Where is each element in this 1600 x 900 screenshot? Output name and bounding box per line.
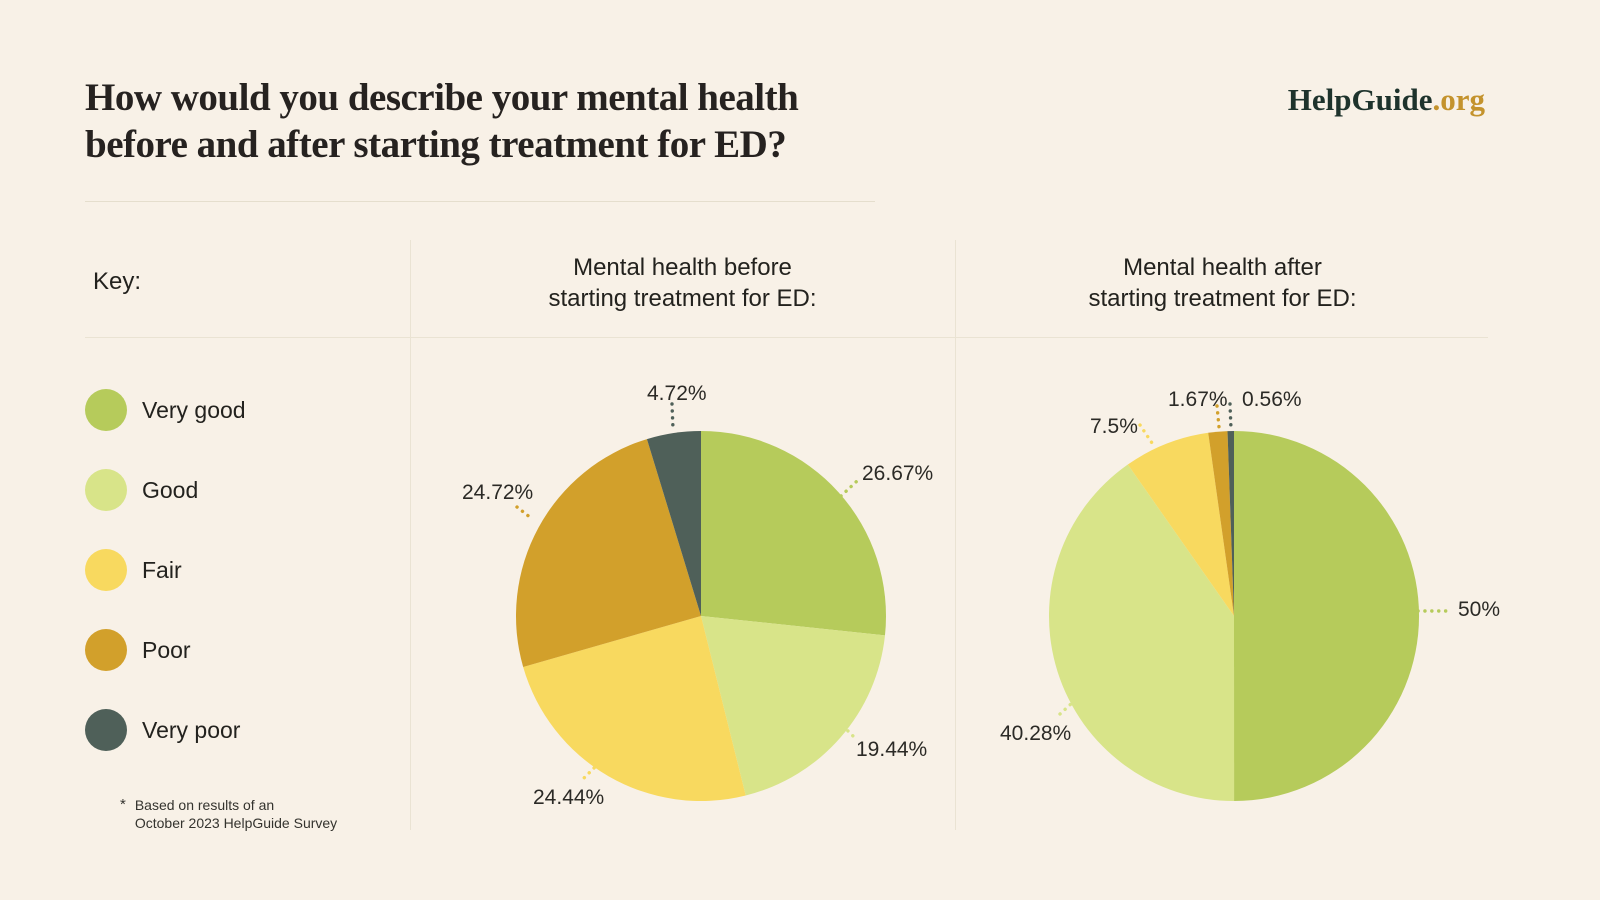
slice-percent-label: 1.67% <box>1168 388 1228 411</box>
legend-label-fair: Fair <box>142 556 182 583</box>
legend-item-poor: Poor <box>85 629 246 671</box>
legend: Very good Good Fair Poor Very poor <box>85 389 246 789</box>
legend-swatch-good <box>85 469 127 511</box>
slice-percent-label: 24.72% <box>462 481 534 504</box>
key-heading: Key: <box>93 268 142 295</box>
vertical-divider-1 <box>410 240 411 830</box>
chart-title-after-line1: Mental health after <box>1123 254 1322 281</box>
pie-slice-fair <box>1127 432 1234 616</box>
logo-tld: .org <box>1432 82 1485 117</box>
slice-percent-label: 7.5% <box>1090 415 1138 438</box>
legend-label-very-poor: Very poor <box>142 716 241 743</box>
legend-item-good: Good <box>85 469 246 511</box>
title-divider <box>85 201 875 202</box>
legend-item-very-poor: Very poor <box>85 709 246 751</box>
chart-title-after: Mental health after starting treatment f… <box>955 252 1490 314</box>
chart-title-before-line2: starting treatment for ED: <box>548 285 817 312</box>
footnote-line1: Based on results of an <box>134 797 275 813</box>
logo-name: HelpGuide <box>1287 82 1433 117</box>
footnote-asterisk: * <box>120 796 126 813</box>
footnote-text: Based on results of an October 2023 Help… <box>135 796 337 832</box>
pie-slice-very-poor <box>646 431 701 616</box>
slice-percent-label: 40.28% <box>1000 722 1072 745</box>
footnote: * Based on results of an October 2023 He… <box>120 796 337 832</box>
pie-slice-fair <box>523 616 746 801</box>
vertical-divider-2 <box>955 240 956 830</box>
page-title-line2: before and after starting treatment for … <box>85 123 787 166</box>
chart-title-after-line2: starting treatment for ED: <box>1088 285 1357 312</box>
slice-percent-label: 50% <box>1458 598 1501 621</box>
pie-slice-very-good <box>701 431 887 636</box>
legend-label-good: Good <box>142 476 199 503</box>
pie-chart-after <box>1048 430 1420 801</box>
pie-chart-before <box>515 431 887 801</box>
legend-label-poor: Poor <box>142 636 191 663</box>
legend-item-very-good: Very good <box>85 389 246 431</box>
legend-label-very-good: Very good <box>142 396 246 423</box>
legend-swatch-poor <box>85 629 127 671</box>
pie-slice-good <box>701 616 885 796</box>
pie-slice-very-good <box>1234 431 1420 801</box>
chart-title-before: Mental health before starting treatment … <box>410 252 955 314</box>
pie-slice-good <box>1048 464 1235 801</box>
legend-swatch-very-good <box>85 389 127 431</box>
pie-slice-poor <box>1208 431 1234 616</box>
pie-slice-poor <box>515 439 701 667</box>
pie-slice-very-poor <box>1227 430 1234 616</box>
helpguide-logo: HelpGuide.org <box>1288 82 1485 118</box>
slice-percent-label: 19.44% <box>856 738 928 761</box>
footnote-line2: October 2023 HelpGuide Survey <box>134 815 338 831</box>
slice-percent-label: 26.67% <box>862 462 934 485</box>
legend-swatch-fair <box>85 549 127 591</box>
header-divider <box>85 337 1488 338</box>
slice-percent-label: 4.72% <box>647 382 707 405</box>
page-title: How would you describe your mental healt… <box>85 74 799 168</box>
slice-percent-label: 24.44% <box>533 786 605 809</box>
legend-swatch-very-poor <box>85 709 127 751</box>
page-title-line1: How would you describe your mental healt… <box>85 76 799 119</box>
legend-item-fair: Fair <box>85 549 246 591</box>
slice-percent-label: 0.56% <box>1242 388 1302 411</box>
chart-title-before-line1: Mental health before <box>573 254 792 281</box>
